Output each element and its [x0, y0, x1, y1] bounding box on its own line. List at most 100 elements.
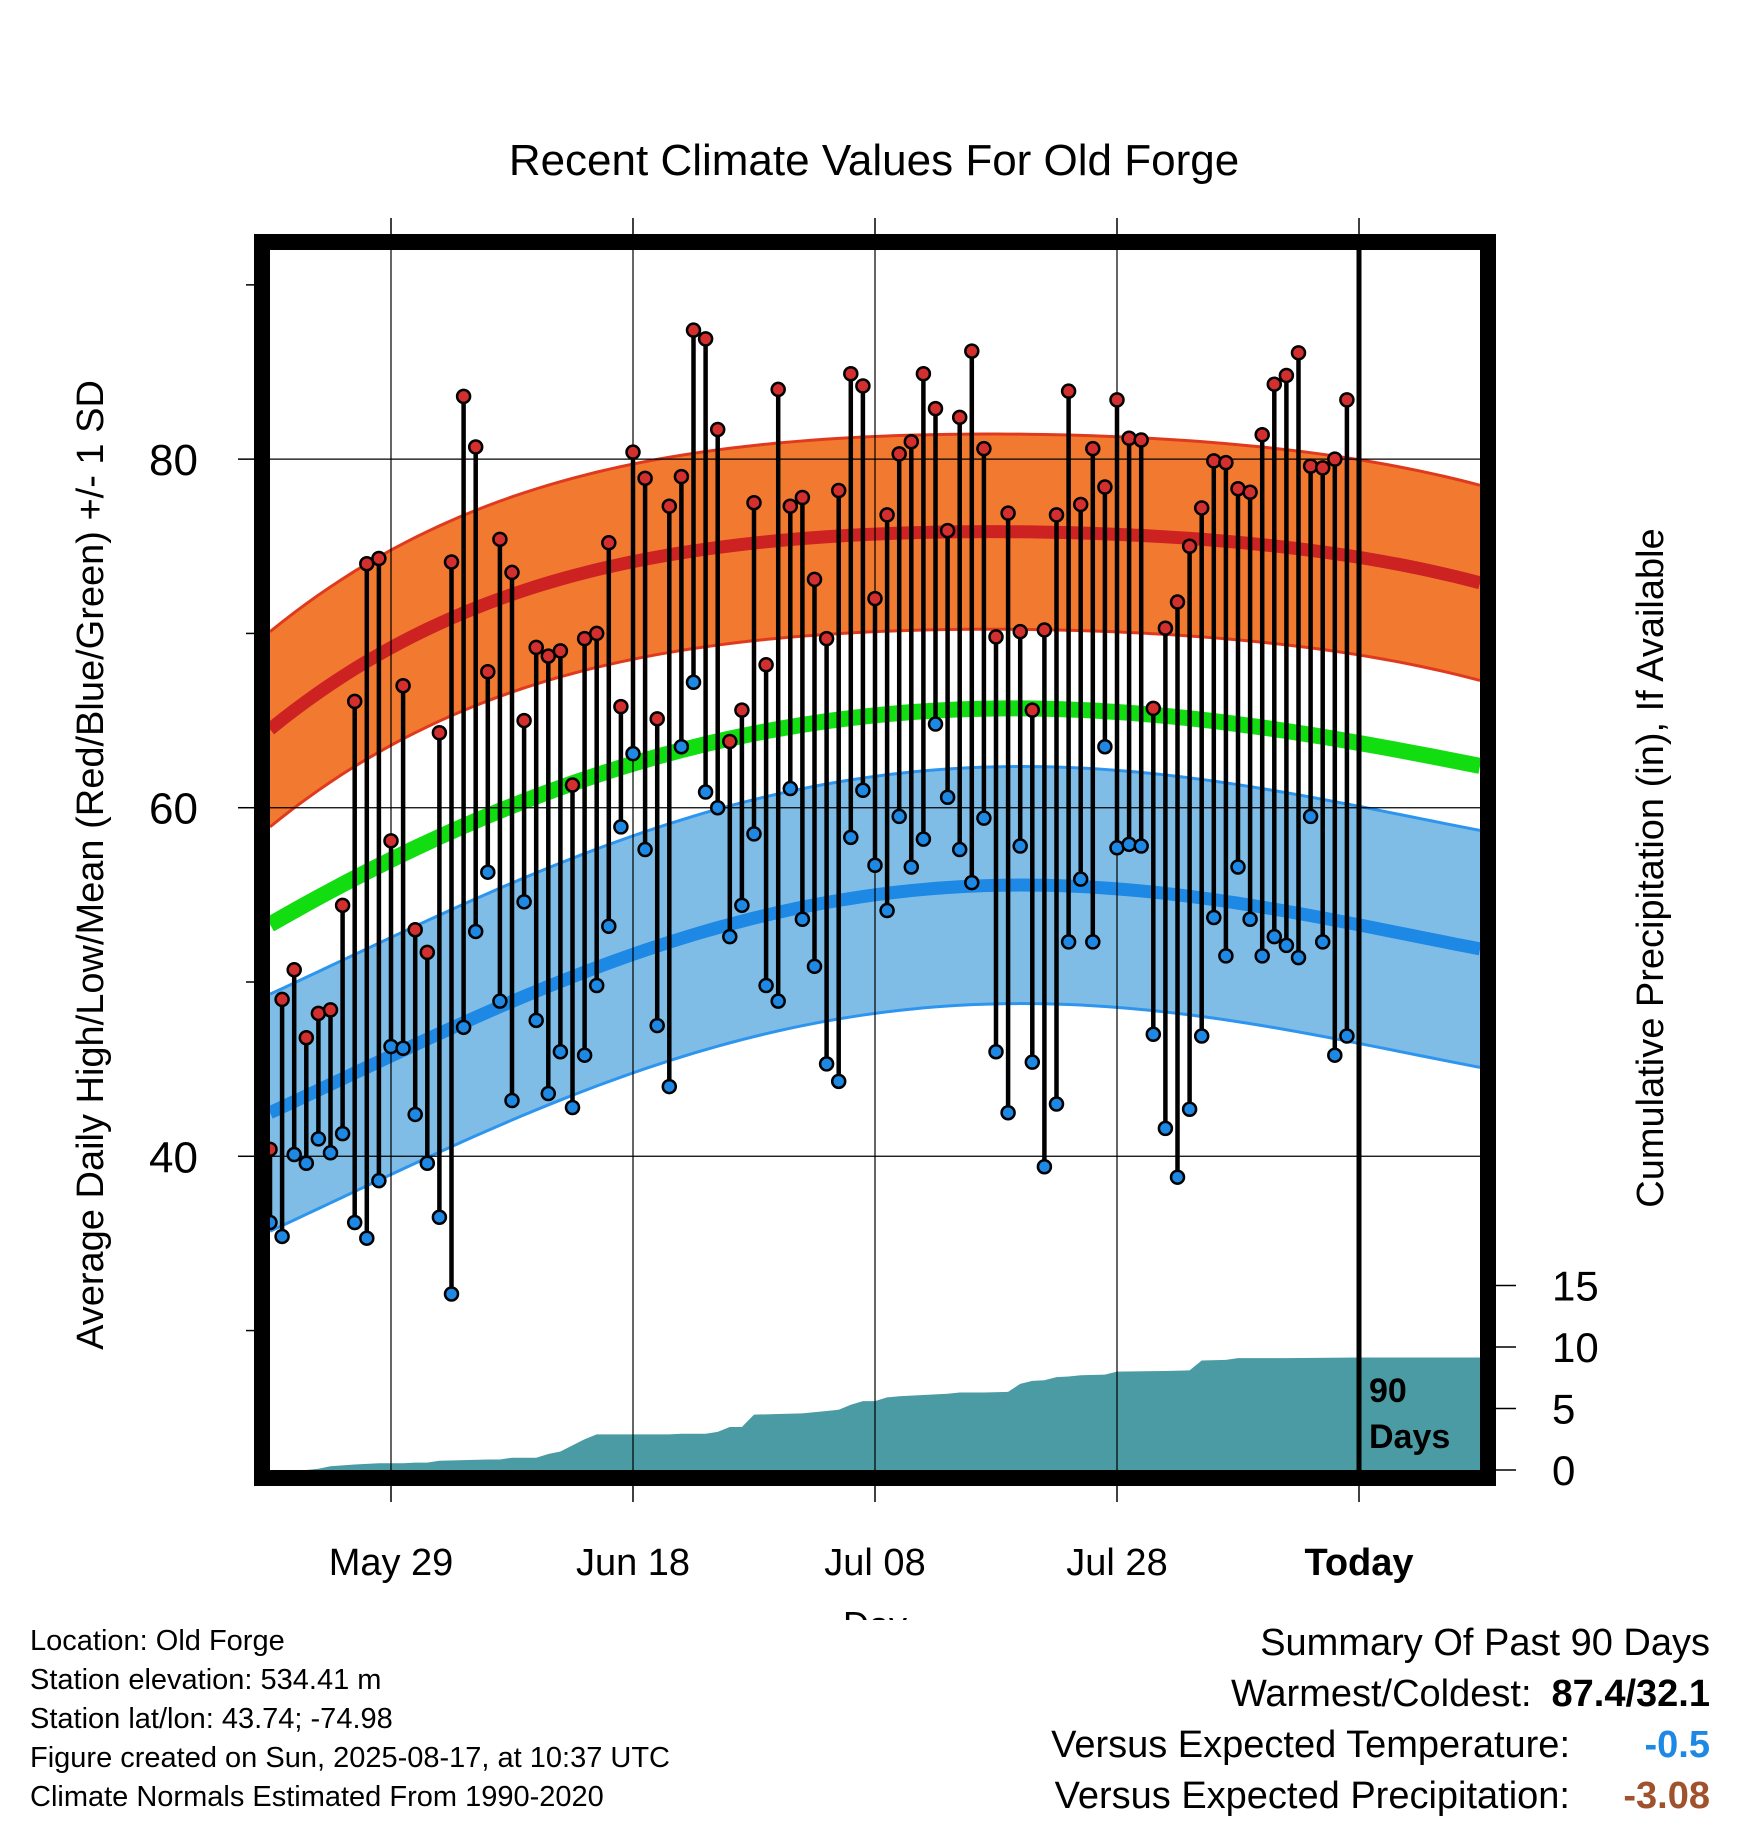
y-tick-label: 40	[149, 1133, 198, 1182]
daily-high-point	[964, 343, 980, 359]
daily-high-point	[407, 921, 423, 938]
daily-low-point	[722, 928, 738, 945]
y2-tick-label: 0	[1552, 1447, 1575, 1494]
daily-low-point	[504, 1092, 520, 1109]
daily-low-point	[274, 1228, 290, 1245]
daily-low-point	[1266, 928, 1283, 945]
daily-high-point	[1024, 702, 1041, 718]
daily-low-point	[419, 1155, 436, 1172]
daily-high-point	[383, 833, 399, 849]
daily-low-point	[576, 1047, 593, 1063]
daily-low-point	[649, 1017, 665, 1034]
daily-low-point	[806, 958, 823, 975]
daily-low-point	[794, 911, 811, 928]
x-tick-label: Today	[1304, 1542, 1413, 1584]
daily-low-point	[988, 1043, 1004, 1060]
daily-low-point	[1097, 738, 1113, 755]
daily-high-point	[1339, 392, 1355, 408]
daily-low-point	[1278, 937, 1295, 954]
x-tick-label: Jul 08	[824, 1542, 925, 1584]
plot-clip-group: 90 Days	[270, 250, 1480, 1470]
daily-high-point	[516, 712, 532, 729]
daily-high-point	[286, 962, 302, 978]
daily-high-point	[734, 702, 750, 718]
elevation-text: Station elevation: 534.41 m	[30, 1664, 382, 1696]
daily-low-point	[395, 1040, 411, 1056]
daily-high-point	[564, 777, 581, 793]
daily-high-point	[649, 711, 665, 727]
axes: May 29 Jun 18 Jul 08 Jul 28 Today 40 60 80 0 5 10 1…	[70, 218, 1672, 1620]
daily-high-point	[371, 550, 387, 567]
daily-high-point	[1012, 623, 1028, 640]
daily-low-point	[540, 1085, 557, 1102]
daily-high-point	[1109, 392, 1125, 408]
daily-high-point	[504, 564, 520, 581]
daily-low-point	[1048, 1096, 1065, 1112]
daily-low-point	[1133, 838, 1149, 854]
daily-low-point	[1339, 1028, 1355, 1044]
temp-departure-label: Versus Expected Temperature:	[1051, 1724, 1570, 1766]
daily-high-point	[758, 657, 774, 673]
daily-low-point	[625, 745, 641, 762]
daily-high-point	[1133, 432, 1149, 448]
daily-low-point	[613, 819, 629, 835]
precip-departure-label: Versus Expected Precipitation:	[1054, 1775, 1570, 1817]
daily-high-point	[1085, 440, 1101, 457]
daily-low-point	[939, 789, 956, 806]
daily-low-point	[1314, 934, 1331, 950]
daily-high-point	[855, 378, 871, 394]
daily-high-point	[903, 433, 920, 450]
daily-low-point	[407, 1106, 423, 1123]
daily-high-point	[685, 322, 702, 338]
daily-low-point	[371, 1172, 387, 1189]
daily-low-point	[564, 1099, 581, 1116]
daily-low-point	[431, 1209, 448, 1226]
daily-high-point	[818, 630, 835, 647]
daily-low-point	[697, 784, 714, 800]
daily-low-point	[879, 902, 895, 919]
daily-low-point	[334, 1125, 351, 1142]
daily-low-point	[867, 857, 883, 873]
daily-low-point	[1072, 871, 1089, 887]
daily-high-point	[939, 522, 956, 539]
daily-low-point	[758, 977, 774, 994]
daily-high-point	[274, 991, 290, 1008]
daily-high-point	[1036, 622, 1053, 638]
daily-low-point	[1327, 1047, 1343, 1063]
daily-high-point	[746, 494, 762, 511]
summary-title: Summary Of Past 90 Days	[1260, 1622, 1710, 1664]
daily-high-point	[1048, 507, 1065, 523]
daily-high-point	[1157, 620, 1174, 636]
y-axis-title: Average Daily High/Low/Mean (Red/Blue/Gr…	[70, 380, 112, 1350]
daily-high-point	[443, 554, 460, 570]
daily-low-point	[855, 782, 871, 799]
daily-low-point	[1000, 1104, 1016, 1121]
daily-high-point	[709, 421, 726, 438]
daily-low-point	[1036, 1158, 1053, 1175]
daily-low-point	[903, 859, 920, 875]
daily-low-point	[322, 1145, 339, 1161]
plot-area: 90 Days	[270, 250, 1480, 1470]
summary-temp-row: Versus Expected Temperature: -0.5	[1051, 1720, 1710, 1771]
daily-high-point	[1278, 367, 1295, 384]
daily-low-point	[1206, 909, 1222, 926]
daily-low-point	[1290, 949, 1307, 966]
y2-tick-label: 10	[1552, 1324, 1599, 1371]
climate-chart: Recent Climate Values For Old Forge 90 Da…	[70, 136, 1672, 1620]
daily-low-point	[601, 918, 617, 934]
daily-low-point	[1060, 934, 1077, 950]
daily-low-point	[552, 1043, 569, 1060]
daily-high-point	[1072, 496, 1089, 513]
daily-low-point	[298, 1155, 315, 1172]
normals-text: Climate Normals Estimated From 1990-2020	[30, 1781, 604, 1813]
daily-low-point	[685, 674, 702, 690]
daily-low-point	[492, 993, 508, 1009]
daily-low-point	[310, 1131, 327, 1147]
y2-axis-title: Cumulative Precipitation (in), If Availa…	[1630, 528, 1672, 1207]
daily-high-point	[1314, 460, 1331, 476]
y-tick-label: 80	[149, 436, 198, 485]
daily-low-point	[734, 897, 750, 914]
y2-tick-label: 15	[1552, 1263, 1599, 1310]
daily-high-point	[625, 444, 641, 460]
daily-low-point	[1230, 859, 1246, 875]
